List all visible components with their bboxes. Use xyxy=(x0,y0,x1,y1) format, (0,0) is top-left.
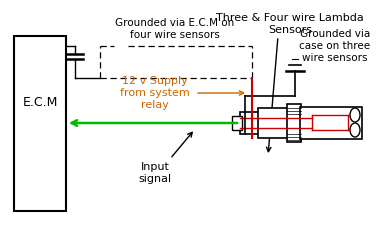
Text: Grounded via
case on three
wire sensors: Grounded via case on three wire sensors xyxy=(300,29,371,63)
Text: Three & Four wire Lambda
Sensors: Three & Four wire Lambda Sensors xyxy=(216,13,364,35)
Bar xyxy=(287,104,301,142)
Bar xyxy=(14,36,66,211)
Ellipse shape xyxy=(350,123,360,137)
Text: E.C.M: E.C.M xyxy=(22,96,58,109)
Bar xyxy=(240,112,260,134)
Bar xyxy=(258,108,288,138)
Text: Grounded via E.C.M on
four wire sensors: Grounded via E.C.M on four wire sensors xyxy=(115,18,235,40)
Text: Input
signal: Input signal xyxy=(139,162,171,184)
Bar xyxy=(232,116,242,130)
Ellipse shape xyxy=(350,108,360,122)
Bar xyxy=(300,107,362,139)
Text: 12 v Supply
from system
relay: 12 v Supply from system relay xyxy=(120,76,190,110)
